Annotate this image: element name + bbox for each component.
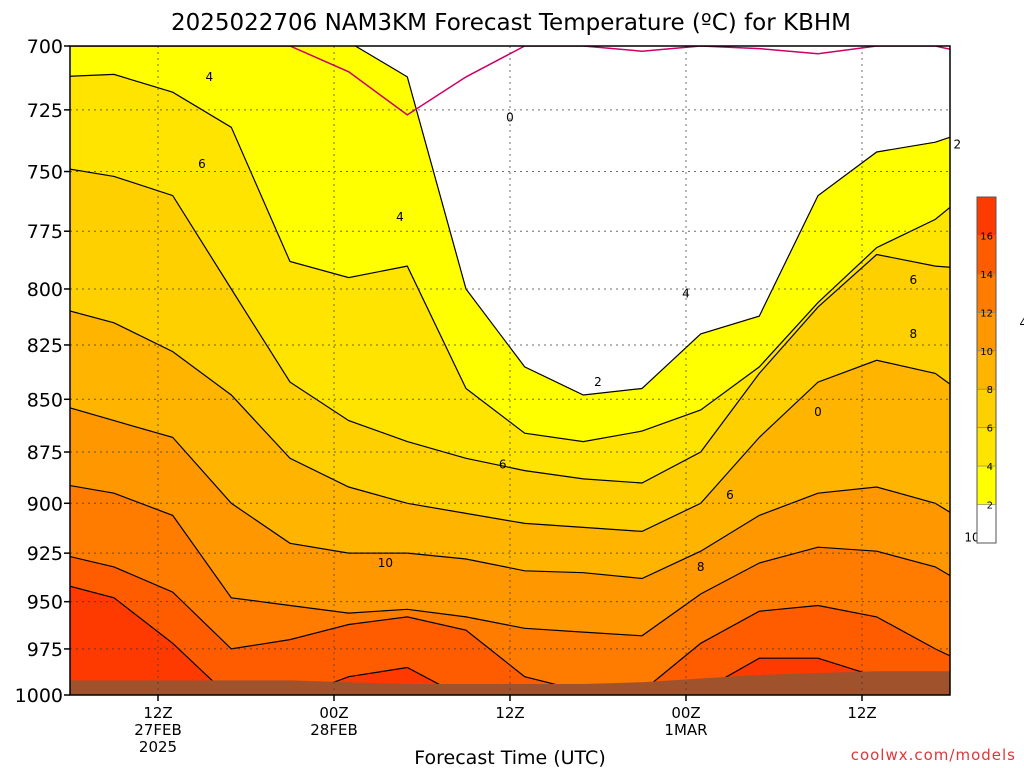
contour-label: 6 <box>910 273 918 287</box>
contour-label: 6 <box>499 457 507 471</box>
contour-label: 6 <box>198 157 206 171</box>
contour-line-8 <box>70 310 950 533</box>
contour-label: 4 <box>1020 316 1024 330</box>
y-tick-label: 725 <box>27 100 63 122</box>
grid-lines <box>70 46 950 695</box>
y-tick-label: 875 <box>27 442 63 464</box>
colorbar-swatch <box>977 466 996 505</box>
x-tick-label: 1MAR <box>664 721 707 739</box>
colorbar-swatch <box>977 197 996 236</box>
colorbar-swatch <box>977 235 996 274</box>
y-axis: 700 725 750 775 800 825 850 875 900 925 950 975 1000 <box>15 36 70 707</box>
contour-labels: 4 0 6 4 2 4 6 8 4 2 0 6 6 10 8 10 <box>198 70 1024 574</box>
contour-label: 8 <box>697 560 705 574</box>
colorbar-label: 8 <box>987 385 993 396</box>
y-tick-label: 850 <box>27 389 63 411</box>
contour-label: 0 <box>506 110 514 124</box>
colorbar-swatch <box>977 273 996 313</box>
colorbar-swatch <box>977 350 996 390</box>
contour-line-6 <box>70 168 950 484</box>
contour-label: 4 <box>206 70 214 84</box>
colorbar-label: 10 <box>980 347 993 358</box>
chart-title: 2025022706 NAM3KM Forecast Temperature (… <box>171 10 851 36</box>
colorbar-label: 2 <box>987 501 993 512</box>
y-tick-label: 1000 <box>15 685 63 707</box>
colorbar-swatch <box>977 312 996 351</box>
colorbar-label: 4 <box>987 462 993 473</box>
fill-layer-14 <box>70 556 950 695</box>
y-tick-label: 825 <box>27 335 63 357</box>
contour-line-10 <box>70 407 950 580</box>
temperature-fill-layers <box>70 46 950 695</box>
contour-label: 6 <box>726 488 734 502</box>
x-tick-label: 2025 <box>139 738 177 756</box>
contour-label: 4 <box>396 210 404 224</box>
x-axis-label: Forecast Time (UTC) <box>414 747 605 768</box>
contour-line-12 <box>70 484 950 637</box>
contour-label: 10 <box>964 530 979 544</box>
y-tick-label: 775 <box>27 221 63 243</box>
colorbar: 2 4 6 8 10 12 14 16 <box>976 196 997 544</box>
x-tick-label: 00Z <box>671 704 700 722</box>
contour-label: 0 <box>814 405 822 419</box>
colorbar-label: 6 <box>987 424 993 435</box>
y-tick-label: 950 <box>27 592 63 614</box>
contour-label: 10 <box>378 556 393 570</box>
colorbar-label: 14 <box>980 270 993 281</box>
x-tick-label: 12Z <box>495 704 524 722</box>
y-tick-label: 925 <box>27 543 63 565</box>
contour-line-2 <box>354 46 950 396</box>
contour-line-4 <box>70 73 950 443</box>
y-tick-label: 700 <box>27 36 63 58</box>
colorbar-swatch <box>977 389 996 428</box>
y-tick-label: 975 <box>27 639 63 661</box>
colorbar-swatch <box>977 427 996 467</box>
colorbar-label: 12 <box>980 308 993 319</box>
credit-text[interactable]: coolwx.com/models <box>851 746 1016 764</box>
ground-surface <box>70 671 950 695</box>
ground-layer <box>70 671 950 695</box>
y-tick-label: 800 <box>27 279 63 301</box>
colorbar-frame <box>976 196 997 544</box>
contour-label: 4 <box>682 287 690 301</box>
x-tick-label: 27FEB <box>134 721 181 739</box>
contour-label: 2 <box>954 138 962 152</box>
x-tick-label: 12Z <box>143 704 172 722</box>
contour-label: 8 <box>910 327 918 341</box>
contour-label: 2 <box>594 375 602 389</box>
y-tick-label: 900 <box>27 493 63 515</box>
colorbar-label: 16 <box>980 231 993 242</box>
x-tick-label: 12Z <box>847 704 876 722</box>
x-tick-label: 00Z <box>319 704 348 722</box>
colorbar-swatch <box>977 504 996 543</box>
x-tick-label: 28FEB <box>310 721 357 739</box>
y-tick-label: 750 <box>27 162 63 184</box>
